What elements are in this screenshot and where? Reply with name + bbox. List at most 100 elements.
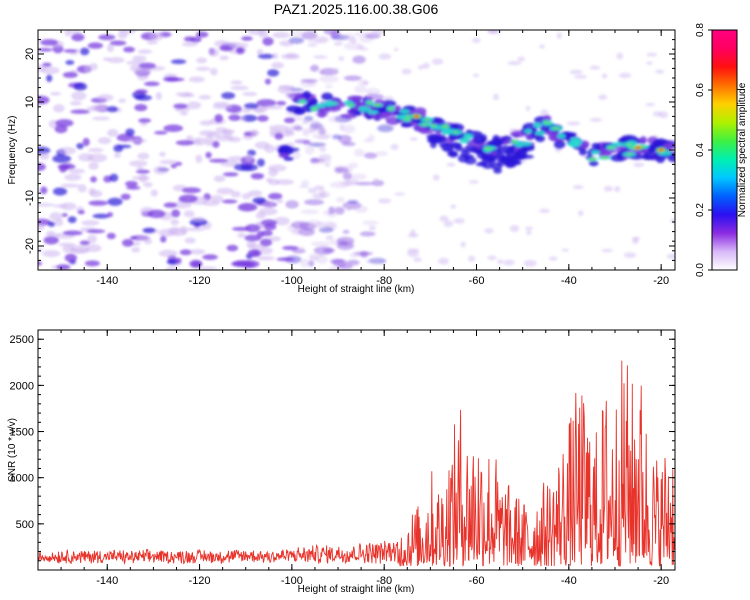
noise-blob	[73, 82, 88, 91]
noise-blob	[556, 32, 562, 40]
noise-blob	[208, 48, 220, 57]
y-tick-label: 10	[24, 96, 36, 108]
noise-blob	[246, 244, 267, 249]
signal-blob	[591, 142, 601, 149]
noise-blob	[81, 220, 100, 226]
noise-blob	[127, 138, 148, 143]
noise-blob	[67, 216, 77, 224]
noise-blob	[196, 57, 208, 64]
noise-blob	[484, 228, 494, 234]
noise-blob	[86, 229, 106, 234]
noise-blob	[487, 30, 501, 34]
signal-peak-core	[658, 148, 664, 152]
noise-blob	[354, 85, 367, 94]
noise-blob	[126, 186, 141, 190]
noise-blob	[362, 81, 369, 86]
x-tick-label: -120	[189, 575, 211, 587]
noise-blob	[367, 134, 375, 143]
noise-blob	[417, 65, 424, 70]
noise-blob	[616, 52, 624, 60]
y-tick-label: 2000	[10, 380, 34, 392]
noise-blob	[125, 180, 138, 187]
noise-blob	[250, 129, 259, 137]
noise-blob	[561, 248, 570, 252]
signal-blob	[321, 92, 333, 101]
noise-blob	[70, 245, 90, 254]
noise-blob	[58, 242, 76, 247]
noise-blob	[244, 234, 262, 242]
noise-blob	[210, 195, 224, 203]
colorbar-ticks: 0.0 0.2 0.4 0.6 0.8	[695, 23, 712, 277]
noise-blob	[178, 194, 198, 203]
snr-line	[38, 360, 675, 567]
noise-blob	[129, 160, 148, 167]
noise-blob	[109, 173, 119, 182]
noise-blob	[307, 187, 318, 194]
noise-blob	[149, 32, 164, 41]
noise-blob	[446, 162, 456, 167]
signal-blob	[647, 144, 658, 153]
signal-hotspot	[523, 128, 533, 134]
noise-blob	[375, 151, 388, 157]
signal-hotspot-core	[588, 158, 597, 161]
noise-blob	[244, 154, 253, 162]
noise-blob	[344, 179, 359, 186]
noise-blob	[259, 238, 273, 247]
signal-hotspot	[358, 106, 371, 112]
noise-blob	[179, 249, 192, 256]
noise-blob	[304, 145, 315, 155]
noise-blob	[88, 187, 96, 196]
noise-blob	[268, 179, 281, 186]
noise-blob	[646, 61, 653, 65]
noise-blob	[394, 192, 406, 196]
signal-blob	[340, 113, 357, 119]
noise-blob	[68, 168, 86, 174]
noise-blob	[319, 75, 339, 83]
signal-blob	[377, 112, 385, 119]
noise-blob	[143, 81, 160, 87]
signal-blob	[661, 143, 675, 149]
spectrogram-heatmap	[38, 30, 675, 270]
noise-blob	[85, 244, 102, 253]
noise-blob	[113, 144, 124, 153]
noise-blob	[38, 203, 55, 207]
noise-blob	[195, 31, 209, 38]
noise-blob	[538, 44, 545, 49]
noise-blob	[155, 92, 162, 101]
noise-blob	[109, 40, 127, 46]
noise-blob	[181, 187, 202, 194]
noise-blob	[60, 183, 80, 188]
noise-blob	[163, 124, 184, 133]
noise-blob	[53, 204, 68, 208]
noise-blob	[257, 115, 269, 122]
noise-blob	[88, 162, 99, 170]
signal-peak-core	[414, 115, 420, 118]
noise-blob	[70, 109, 90, 114]
noise-blob	[377, 124, 394, 133]
noise-blob	[244, 102, 259, 110]
signal-blob	[589, 160, 599, 167]
noise-blob	[292, 151, 301, 160]
noise-blob	[62, 71, 78, 78]
noise-blob	[190, 248, 206, 255]
noise-blob	[43, 236, 59, 245]
noise-blob	[59, 164, 70, 170]
noise-blob	[346, 259, 360, 266]
snr-y-axis-label: SNR (10 * v/v)	[7, 418, 18, 482]
signal-hotspot	[459, 137, 470, 144]
noise-blob	[257, 158, 265, 167]
noise-blob	[431, 58, 444, 65]
noise-blob	[633, 162, 645, 168]
noise-blob	[328, 206, 335, 215]
noise-blob	[342, 230, 350, 234]
noise-blob	[199, 120, 214, 126]
noise-blob	[262, 201, 276, 208]
noise-blob	[288, 37, 305, 44]
noise-blob	[195, 154, 203, 164]
signal-hotspot	[612, 142, 624, 147]
noise-blob	[58, 146, 76, 155]
noise-blob	[272, 31, 290, 39]
noise-blob	[79, 240, 91, 246]
y-tick-label: 1500	[10, 427, 34, 439]
colorbar-label: Normalized spectral amplitude	[737, 82, 748, 217]
